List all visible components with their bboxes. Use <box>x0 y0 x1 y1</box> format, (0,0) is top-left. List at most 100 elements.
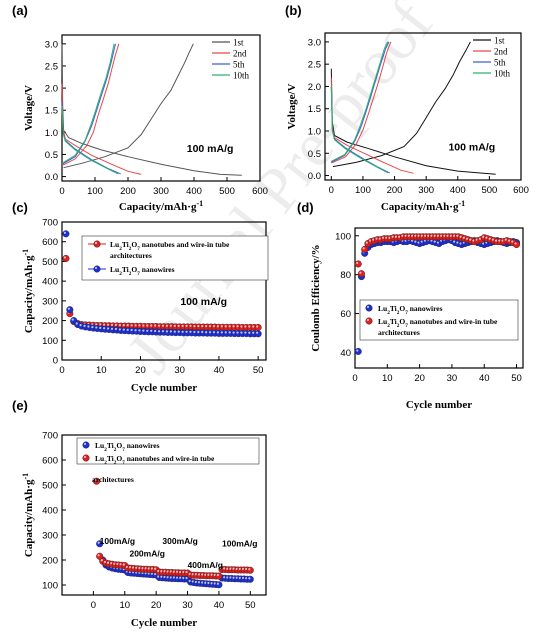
data-point-shine <box>356 349 359 352</box>
legend-label: Lu2Ti2O7 nanowires <box>110 265 175 277</box>
x-tick-label: 40 <box>479 373 490 384</box>
data-point-shine <box>456 241 459 244</box>
data-point-shine <box>372 238 375 241</box>
data-point-shine <box>147 567 150 570</box>
data-point-shine <box>226 567 229 570</box>
data-point-shine <box>427 234 430 237</box>
legend-marker-shine <box>83 455 87 459</box>
chart-panel-e: 0 10 20 30 40 50 100 200 300 400 500 600 700 Cycle nu… <box>12 398 267 629</box>
x-tick-label: 200 <box>120 186 136 197</box>
legend-label: 10th <box>233 71 250 81</box>
data-point-shine <box>99 323 102 326</box>
x-tick-label: 200 <box>387 185 403 196</box>
series-5th-discharge <box>61 101 121 175</box>
data-point-shine <box>172 570 176 573</box>
legend-label: 5th <box>494 58 506 68</box>
data-point-shine <box>172 576 176 579</box>
data-point-shine <box>491 238 495 241</box>
y-tick-label: 100 <box>42 336 58 347</box>
data-point-shine <box>122 323 125 327</box>
data-point-shine <box>216 573 220 577</box>
data-point-shine <box>160 570 163 573</box>
x-tick-label: 100 <box>87 186 103 197</box>
data-point-shine <box>197 581 201 584</box>
data-point-shine <box>67 307 70 310</box>
y-tick-label: 400 <box>42 277 58 288</box>
data-point-shine <box>248 577 251 580</box>
panel-label: (d) <box>297 200 314 215</box>
y-tick-label: 100 <box>335 231 351 242</box>
data-point-shine <box>193 330 196 334</box>
data-point-shine <box>83 324 86 327</box>
data-point-shine <box>75 322 78 325</box>
rate-annotation: 100 mA/g <box>187 143 234 155</box>
legend-label-cont: architectures <box>92 475 134 484</box>
x-tick-label: 300 <box>418 185 434 196</box>
y-axis-label: Coulomb Efficiency/% <box>310 244 322 351</box>
data-point-shine <box>110 562 113 565</box>
data-point-shine <box>207 581 210 585</box>
rate-label: 100mA/g <box>222 538 257 548</box>
data-point-shine <box>440 234 443 237</box>
panel-label: (e) <box>12 398 28 413</box>
data-point-shine <box>210 573 213 576</box>
plot-frame <box>324 32 522 181</box>
data-point-shine <box>511 240 514 243</box>
data-point-shine <box>161 324 165 327</box>
data-point-shine <box>362 247 365 250</box>
data-point-shine <box>449 234 453 237</box>
data-point-shine <box>185 576 188 580</box>
data-point-shine <box>220 331 223 334</box>
data-point-shine <box>501 239 504 242</box>
data-point-shine <box>256 331 259 334</box>
data-point-shine <box>462 236 465 239</box>
data-point-shine <box>459 235 462 238</box>
x-tick-label: 0 <box>59 186 64 197</box>
data-point-shine <box>446 234 449 237</box>
data-point-shine <box>103 560 107 564</box>
data-point-shine <box>436 241 440 244</box>
data-point-shine <box>369 239 372 242</box>
data-point-shine <box>224 331 227 334</box>
data-point <box>354 260 362 268</box>
series-10th-discharge <box>330 86 389 174</box>
data-point-shine <box>212 331 216 334</box>
data-point-shine <box>194 573 198 576</box>
data-point-shine <box>436 234 440 237</box>
data-point-shine <box>456 234 459 237</box>
legend-label: 10th <box>494 69 511 79</box>
data-point-shine <box>216 325 220 328</box>
chart-panel-a: 0 100 200 300 400 500 600 0.0 0.5 1.0 1.5 2.0 2.5 3.0… <box>12 3 268 213</box>
legend-box <box>76 437 260 465</box>
y-tick-label: 300 <box>42 296 58 307</box>
x-tick-label: 10 <box>96 365 107 376</box>
data-point-shine <box>185 330 188 333</box>
legend-label: 5th <box>233 60 245 70</box>
legend-label: Lu2Ti2O7 nanotubes and wire-in tube <box>110 240 230 252</box>
data-point-shine <box>219 567 223 570</box>
chart-panel-b: 0 100 200 300 400 500 600 0.0 0.5 1.0 1.5 2.0 2.5 3.0… <box>285 3 529 213</box>
data-point-shine <box>110 327 114 330</box>
legend-label: Lu2Ti2O7 nanotubes and wire-in tube <box>95 454 215 466</box>
data-point-shine <box>182 576 185 580</box>
data-point-shine <box>232 331 235 334</box>
legend-marker-shine <box>83 442 87 446</box>
data-point-shine <box>122 563 125 566</box>
data-point-shine <box>150 567 154 570</box>
data-point-shine <box>191 580 194 583</box>
data-point-shine <box>443 234 446 237</box>
data-point-shine <box>103 323 106 326</box>
y-axis-label-sup: -1 <box>21 249 30 256</box>
data-point-shine <box>238 567 241 571</box>
data-point-shine <box>176 570 179 573</box>
series-1st-charge <box>63 43 194 169</box>
data-point-shine <box>248 331 251 334</box>
data-point-shine <box>181 330 184 333</box>
x-tick-label: 30 <box>182 600 193 611</box>
data-point-shine <box>241 567 245 571</box>
legend-marker-shine <box>94 266 98 270</box>
x-axis-label: Capacity/mAh·g-1 <box>119 199 203 214</box>
series-2nd-charge <box>331 41 392 164</box>
series-1st-discharge <box>330 68 496 175</box>
